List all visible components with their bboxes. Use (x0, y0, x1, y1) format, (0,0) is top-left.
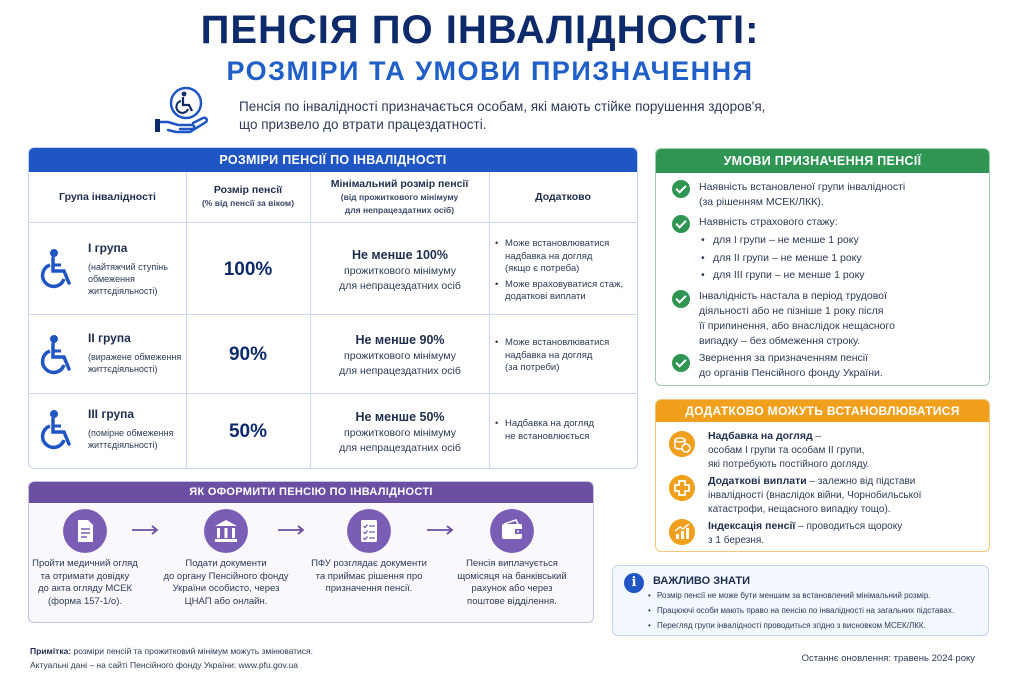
list-item: для ІІ групи – не менше 1 року (699, 251, 979, 266)
group-1-description: (найтяжчий ступінь обмеження життєдіяльнос… (88, 262, 168, 296)
check-icon (672, 180, 690, 198)
group-1-minimum: Не менше 100% прожиткового мінімуму для не… (339, 248, 461, 292)
last-updated: Останнє оновлення: травень 2024 року (801, 653, 975, 664)
page-subtitle: РОЗМІРИ ТА УМОВИ ПРИЗНАЧЕННЯ (226, 56, 754, 86)
arrow-right-icon (278, 525, 305, 535)
condition-3: Інвалідність настала в період трудової ді… (699, 290, 895, 347)
list-item: для ІІІ групи – не менше 1 року (699, 268, 979, 283)
process-step-1: Пройти медичний огляд та отримати довідку… (32, 558, 138, 607)
group-2-minimum: Не менше 90% прожиткового мінімуму для неп… (339, 333, 461, 377)
check-icon (672, 354, 690, 372)
group-1-name: І група (88, 241, 128, 255)
footer-note: Примітка: розміри пенсій та прожитковий … (30, 646, 314, 670)
wheelchair-icon (40, 335, 71, 375)
list-item: Розмір пенсії не може бути меншим за вст… (647, 591, 982, 601)
list-item: Може враховуватися стаж,додаткові виплат… (495, 279, 637, 304)
checklist-icon (347, 509, 391, 553)
medical-cross-icon (669, 475, 695, 501)
page-title: ПЕНСІЯ ПО ІНВАЛІДНОСТІ: (200, 8, 760, 52)
wheelchair-hand-icon (155, 86, 209, 134)
important-title: ВАЖЛИВО ЗНАТИ (653, 575, 751, 587)
important-panel: i ВАЖЛИВО ЗНАТИ Розмір пенсії не може бу… (612, 565, 989, 636)
government-building-icon (204, 509, 248, 553)
additional-item-care: Надбавка на догляд – особам І групи та о… (708, 430, 870, 470)
conditions-heading: УМОВИ ПРИЗНАЧЕННЯ ПЕНСІЇ (656, 149, 989, 173)
group-2-name: ІІ група (88, 331, 131, 345)
process-panel: ЯК ОФОРМИТИ ПЕНСІЮ ПО ІНВАЛІДНОСТІ Пройт… (28, 481, 594, 623)
process-step-2: Подати документи до органу Пенсійного фон… (163, 558, 289, 607)
check-icon (672, 290, 690, 308)
process-step-3: ПФУ розглядає документи та приймає рішенн… (311, 558, 427, 594)
additional-heading: ДОДАТКОВО МОЖУТЬ ВСТАНОВЛЮВАТИСЯ (656, 400, 989, 422)
group-3-name: ІІІ група (88, 407, 135, 421)
sizes-table-heading: РОЗМІРИ ПЕНСІЇ ПО ІНВАЛІДНОСТІ (29, 148, 637, 172)
intro-text: Пенсія по інвалідності призначається осо… (239, 99, 766, 132)
wheelchair-icon (40, 410, 71, 450)
important-list: Розмір пенсії не може бути меншим за вст… (647, 591, 982, 636)
group-3-description: (помірне обмеження життєдіяльності) (88, 428, 174, 450)
pension-sizes-table: РОЗМІРИ ПЕНСІЇ ПО ІНВАЛІДНОСТІ Група інв… (28, 147, 638, 469)
list-item: Перегляд групи інвалідності проводиться … (647, 621, 982, 631)
group-3-percent: 50% (228, 421, 268, 442)
process-heading: ЯК ОФОРМИТИ ПЕНСІЮ ПО ІНВАЛІДНОСТІ (29, 482, 593, 503)
process-step-4: Пенсія виплачується щомісяця на банківськ… (457, 558, 567, 607)
wheelchair-icon (40, 249, 71, 289)
group-2-percent: 90% (228, 344, 268, 365)
condition-1: Наявність встановленої групи інвалідност… (699, 181, 906, 208)
info-icon: i (624, 573, 644, 593)
arrow-right-icon (132, 525, 159, 535)
conditions-panel: УМОВИ ПРИЗНАЧЕННЯ ПЕНСІЇ Наявність встан… (655, 148, 990, 386)
group-3-minimum: Не менше 50% прожиткового мінімуму для неп… (339, 410, 461, 454)
column-header-minimum: Мінімальний розмір пенсії (від прожитково… (330, 177, 469, 215)
additional-panel: ДОДАТКОВО МОЖУТЬ ВСТАНОВЛЮВАТИСЯ Надбавк… (655, 399, 990, 552)
coins-icon (669, 431, 695, 457)
check-icon (672, 215, 690, 233)
document-icon (63, 509, 107, 553)
condition-2: Наявність страхового стажу: для І групи … (699, 215, 979, 286)
column-header-size: Розмір пенсії (% від пенсії за віком) (201, 184, 295, 208)
arrow-right-icon (427, 525, 454, 535)
group-2-description: (виражене обмеження життєдіяльності) (88, 352, 182, 374)
growth-chart-icon (669, 519, 695, 545)
condition-4: Звернення за призначенням пенсії до орган… (699, 352, 883, 379)
additional-item-payments: Додаткові виплати – залежно від підстави… (708, 475, 922, 515)
list-item: для І групи – не менше 1 року (699, 233, 979, 248)
wallet-icon (490, 509, 534, 553)
column-header-extra: Додатково (535, 190, 591, 203)
column-header-group: Група інвалідності (59, 190, 156, 203)
group-1-percent: 100% (223, 259, 273, 280)
additional-item-indexation: Індексація пенсії – проводиться щороку з… (708, 520, 903, 546)
list-item: Працюючі особи мають право на пенсію по … (647, 606, 982, 616)
